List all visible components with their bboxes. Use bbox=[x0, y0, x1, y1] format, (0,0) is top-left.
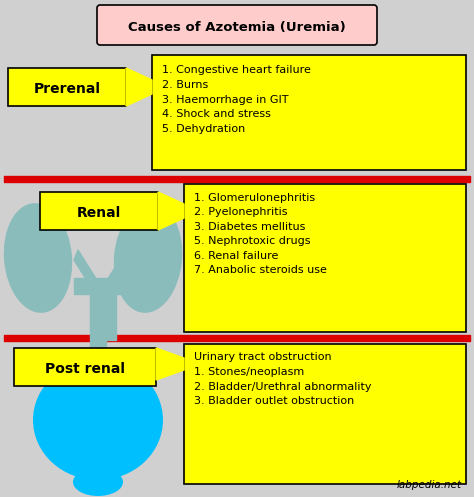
Text: Prerenal: Prerenal bbox=[34, 82, 100, 96]
Ellipse shape bbox=[33, 360, 163, 480]
Text: Post renal: Post renal bbox=[45, 362, 125, 376]
FancyBboxPatch shape bbox=[184, 184, 466, 332]
Ellipse shape bbox=[114, 203, 182, 313]
Polygon shape bbox=[90, 360, 106, 378]
Polygon shape bbox=[74, 250, 100, 295]
Polygon shape bbox=[90, 280, 116, 340]
Text: labpedia.net: labpedia.net bbox=[397, 480, 462, 490]
Polygon shape bbox=[90, 341, 106, 368]
Polygon shape bbox=[74, 278, 130, 294]
FancyBboxPatch shape bbox=[97, 5, 377, 45]
FancyBboxPatch shape bbox=[14, 348, 156, 386]
FancyBboxPatch shape bbox=[8, 68, 126, 106]
FancyBboxPatch shape bbox=[40, 192, 158, 230]
Polygon shape bbox=[156, 348, 184, 380]
Text: 1. Congestive heart failure
2. Burns
3. Haemorrhage in GIT
4. Shock and stress
5: 1. Congestive heart failure 2. Burns 3. … bbox=[162, 65, 311, 134]
Ellipse shape bbox=[4, 203, 72, 313]
Polygon shape bbox=[104, 250, 130, 295]
Polygon shape bbox=[158, 192, 184, 230]
Text: Causes of Azotemia (Uremia): Causes of Azotemia (Uremia) bbox=[128, 21, 346, 34]
Ellipse shape bbox=[73, 468, 123, 496]
Text: Renal: Renal bbox=[77, 206, 121, 220]
FancyBboxPatch shape bbox=[184, 344, 466, 484]
Polygon shape bbox=[126, 68, 152, 106]
Text: 1. Glomerulonephritis
2. Pyelonephritis
3. Diabetes mellitus
5. Nephrotoxic drug: 1. Glomerulonephritis 2. Pyelonephritis … bbox=[194, 193, 327, 275]
FancyBboxPatch shape bbox=[152, 55, 466, 170]
Text: Urinary tract obstruction
1. Stones/neoplasm
2. Bladder/Urethral abnormality
3. : Urinary tract obstruction 1. Stones/neop… bbox=[194, 352, 372, 407]
Polygon shape bbox=[85, 460, 111, 474]
